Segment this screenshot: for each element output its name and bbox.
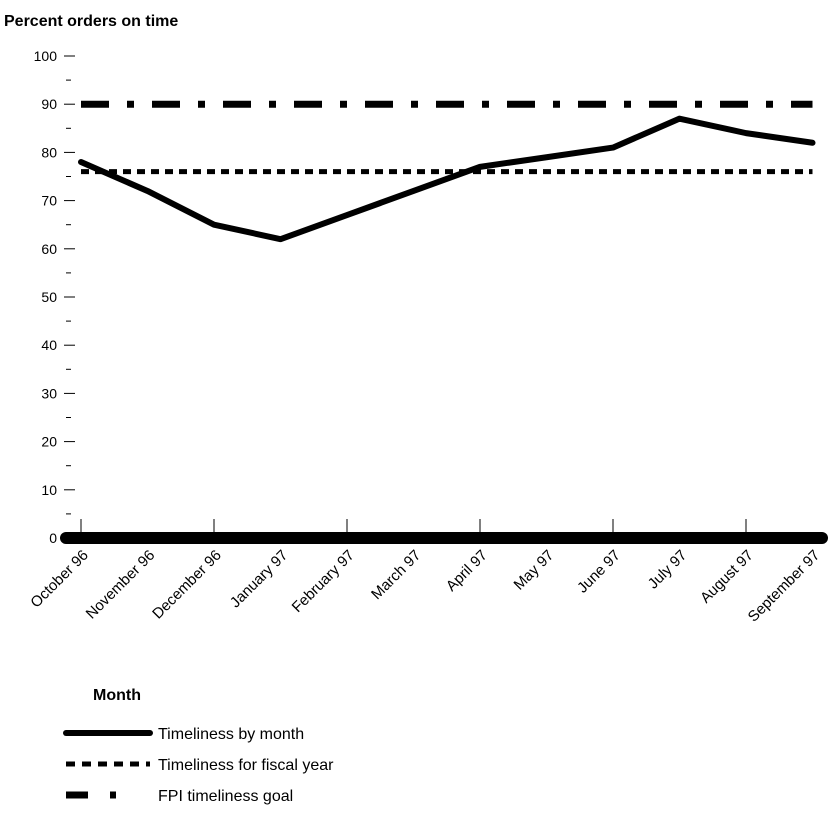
y-tick-label: 40: [41, 337, 57, 353]
y-tick-label: 90: [41, 96, 57, 112]
x-tick-label: June 97: [574, 547, 624, 597]
y-tick-label: 10: [41, 482, 57, 498]
x-tick-label: April 97: [443, 547, 491, 595]
x-tick-label: February 97: [289, 547, 358, 616]
y-axis-title: Percent orders on time: [4, 13, 178, 30]
legend: Timeliness by month Timeliness for fiscal…: [66, 726, 334, 805]
x-tick-label: July 97: [645, 547, 691, 593]
x-tick-label: May 97: [511, 547, 558, 594]
x-tick-label: November 96: [83, 547, 159, 623]
legend-label: Timeliness by month: [158, 726, 304, 743]
y-tick-label: 70: [41, 193, 57, 209]
y-tick-label: 30: [41, 385, 57, 401]
x-tick-label: August 97: [697, 547, 757, 607]
x-tick-label: March 97: [368, 547, 424, 603]
series-line-timeliness-by-month: [81, 119, 813, 240]
y-tick-label: 0: [49, 530, 57, 546]
series-layer: [81, 104, 813, 239]
legend-label: FPI timeliness goal: [158, 788, 293, 805]
legend-label: Timeliness for fiscal year: [158, 757, 334, 774]
x-tick-label: January 97: [227, 547, 292, 612]
y-tick-label: 100: [34, 48, 58, 64]
y-tick-label: 20: [41, 434, 57, 450]
x-tick-label: October 96: [27, 547, 92, 612]
y-axis: 0 10 20 30 40 50 60 70 80 90 100: [34, 48, 75, 546]
y-tick-label: 50: [41, 289, 57, 305]
x-axis-title: Month: [93, 687, 141, 704]
y-tick-label: 80: [41, 144, 57, 160]
y-tick-label: 60: [41, 241, 57, 257]
x-tick-label: December 96: [149, 547, 225, 623]
